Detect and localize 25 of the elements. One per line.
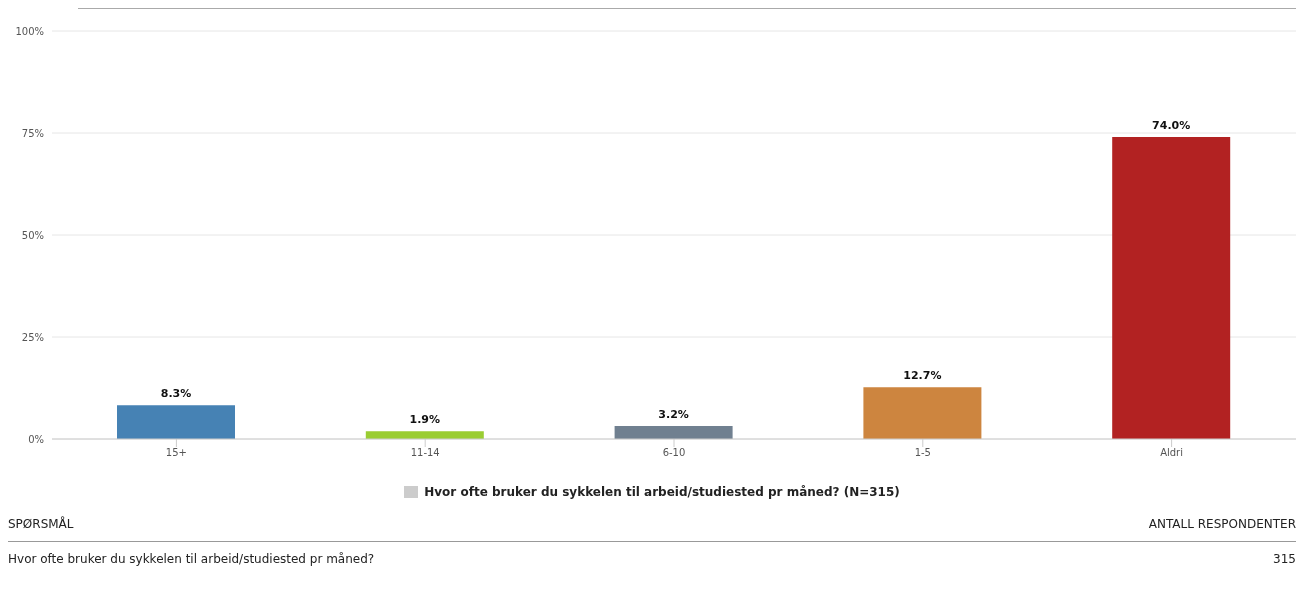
x-tick-label: Aldri <box>1160 447 1184 459</box>
text: 315 <box>1273 552 1296 566</box>
data-label: 8.3% <box>160 387 192 401</box>
data-label: 3.2% <box>658 407 689 421</box>
x-tick-label: 11-14 <box>410 447 440 459</box>
x-tick-label: 6-10 <box>662 447 686 459</box>
bar <box>863 387 982 439</box>
text: ANTALL RESPONDENTER <box>1148 517 1296 531</box>
y-tick-label: 75% <box>21 127 44 139</box>
x-tick-label: 15+ <box>165 447 187 459</box>
text: Hvor ofte bruker du sykkelen til arbeid/studiested pr måned? (N=315) <box>424 485 900 499</box>
data-label: 1.9% <box>409 413 441 427</box>
bar <box>117 405 235 439</box>
y-tick-label: 25% <box>21 331 44 343</box>
data-label: 74.0% <box>1152 119 1191 133</box>
y-tick-label: 100% <box>15 25 44 37</box>
text: SPØRSMÅL <box>8 517 74 531</box>
data-label: 12.7% <box>903 369 942 383</box>
text: Hvor ofte bruker du sykkelen til arbeid/studiested pr måned? <box>8 552 375 566</box>
bar <box>365 431 484 439</box>
bar <box>1112 137 1231 439</box>
y-tick-label: 50% <box>21 229 44 241</box>
x-tick-label: 1-5 <box>914 447 931 459</box>
y-tick-label: 0% <box>28 433 44 445</box>
bar <box>614 425 733 439</box>
